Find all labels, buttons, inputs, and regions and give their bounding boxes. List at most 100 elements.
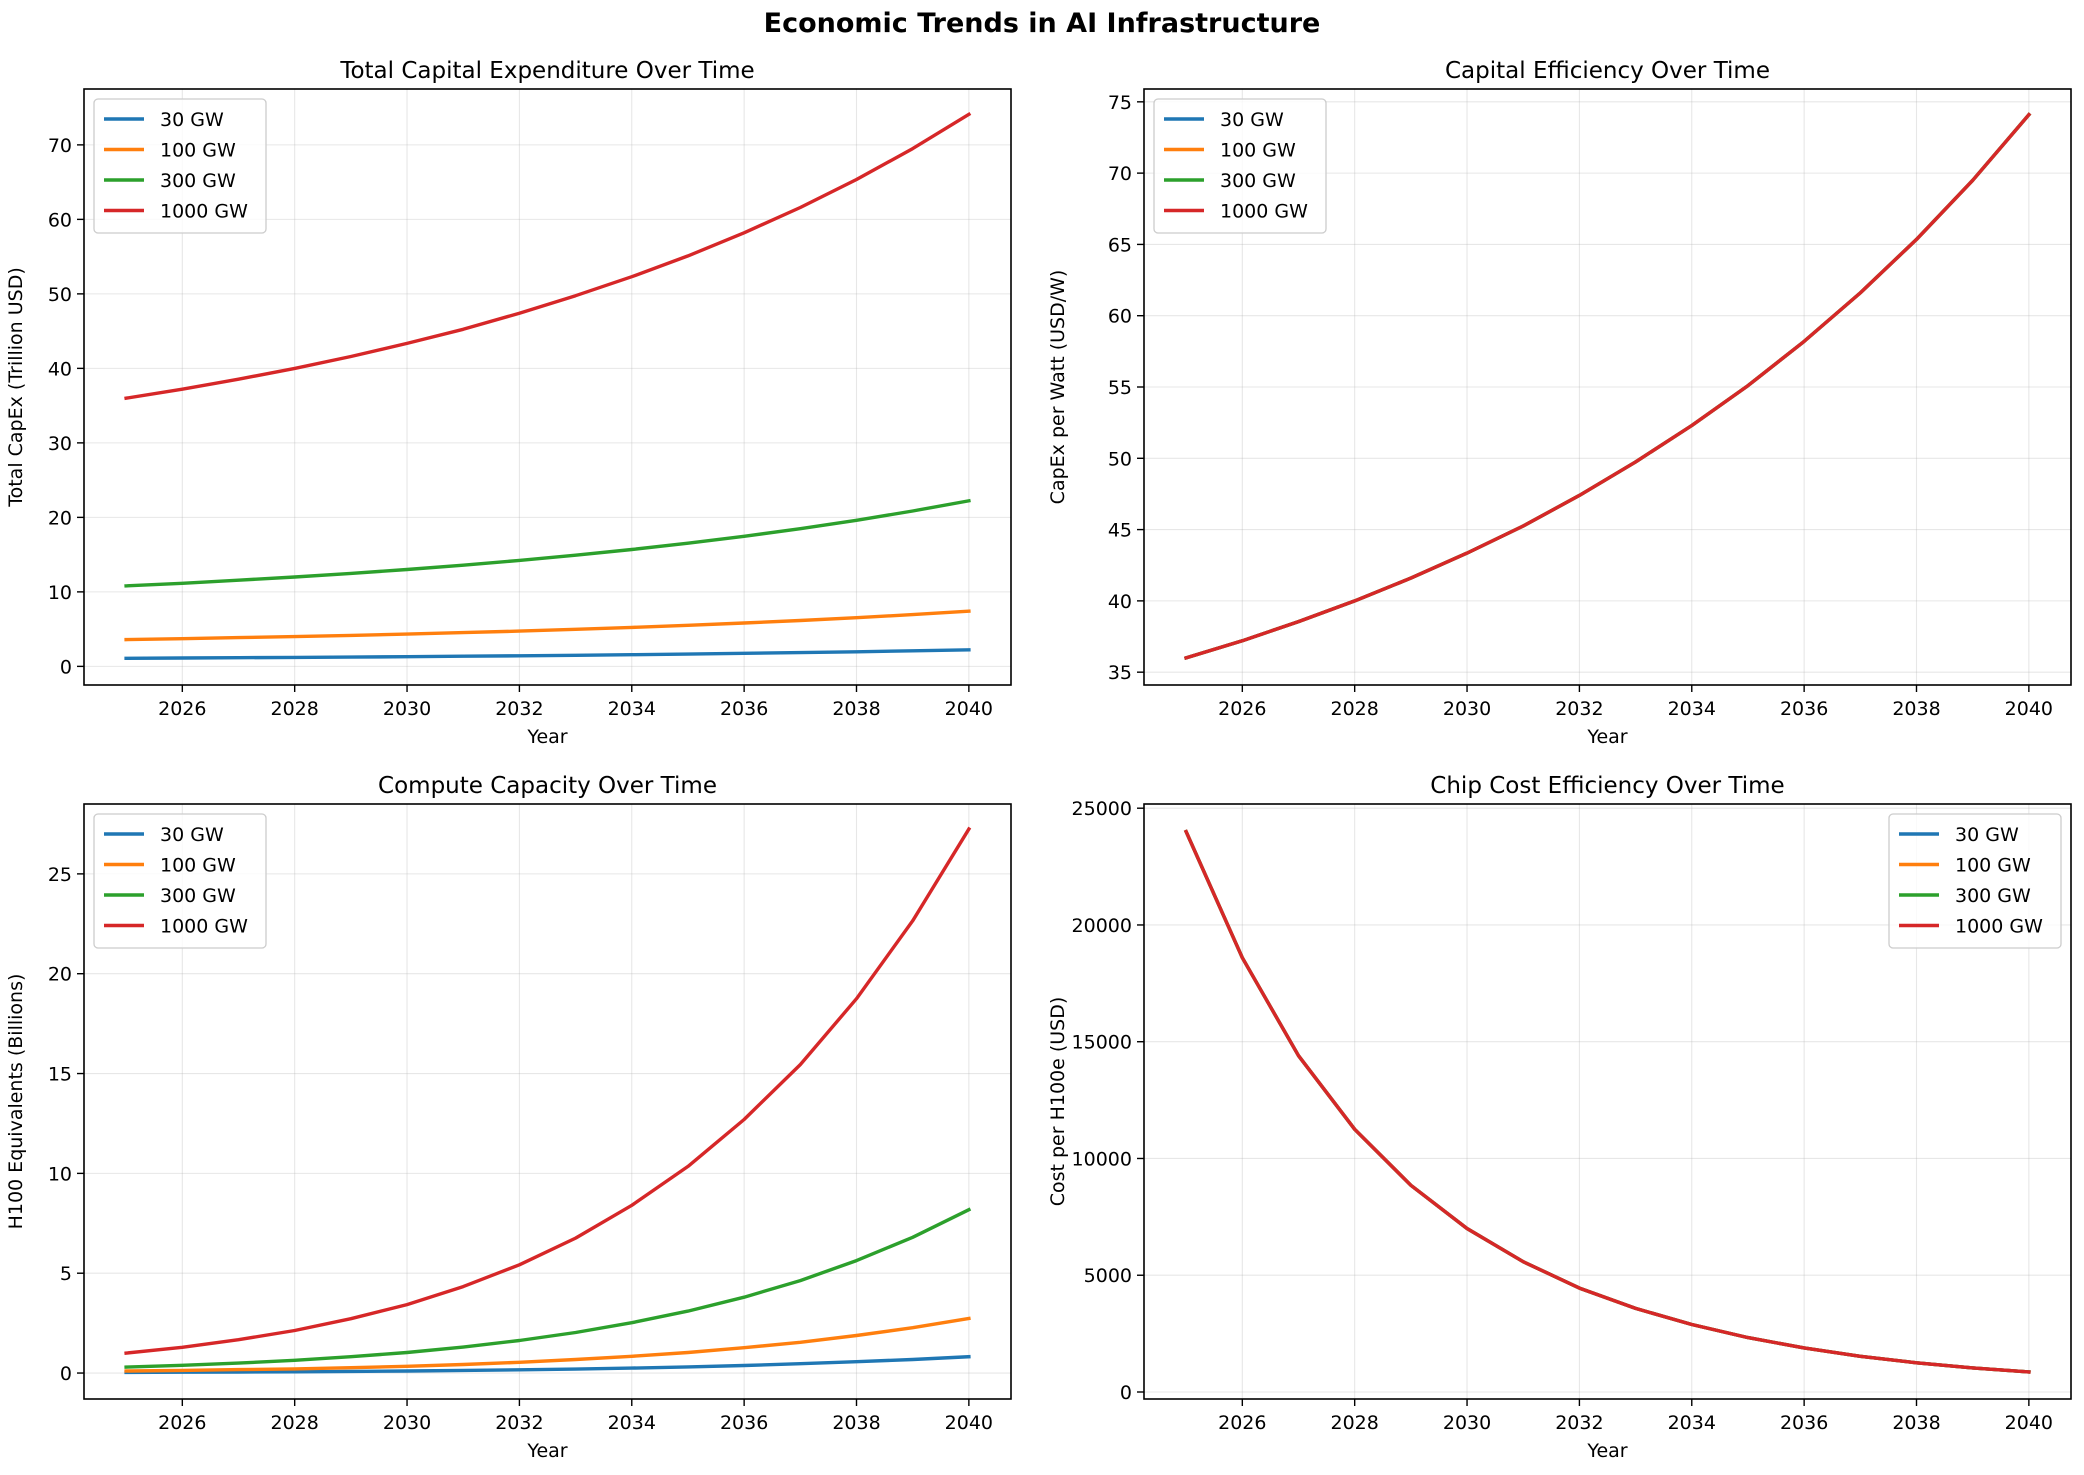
y-tick-label: 60 (48, 209, 72, 231)
legend-label-300-gw: 300 GW (160, 885, 236, 907)
y-tick-label: 45 (1108, 520, 1132, 542)
x-tick-label: 2026 (1218, 698, 1266, 720)
legend-box (93, 813, 267, 949)
legend: 30 GW 100 GW 300 GW 1000 GW (1153, 98, 1327, 234)
x-tick-label: 2030 (383, 1412, 431, 1434)
axes-frame (83, 88, 1012, 686)
x-tick-label: 2034 (1668, 698, 1716, 720)
y-tick-label: 30 (48, 433, 72, 455)
series-line-1000-gw (124, 826, 972, 1355)
series-line-30-gw (124, 648, 971, 661)
y-axis-label: Cost per H100e (USD) (1047, 997, 1069, 1207)
x-tick-label: 2028 (271, 1412, 319, 1434)
x-tick-label: 2028 (1331, 1412, 1379, 1434)
legend-label-30-gw: 30 GW (160, 109, 224, 131)
x-tick-label: 2034 (608, 1412, 656, 1434)
legend: 30 GW 100 GW 300 GW 1000 GW (1888, 813, 2062, 949)
chart-1: 2026 2028 2030 2032 2034 2036 2038 204001020304… (5, 58, 1012, 748)
legend-label-30-gw: 30 GW (1220, 109, 1284, 131)
y-tick-label: 40 (1108, 591, 1132, 613)
legend-label-300-gw: 300 GW (1220, 170, 1296, 192)
series-line-300-gw (124, 1207, 972, 1369)
x-tick-label: 2040 (945, 698, 993, 720)
x-tick-label: 2026 (158, 698, 206, 720)
x-tick-label: 2038 (1892, 698, 1940, 720)
x-axis-label: Year (1586, 1440, 1627, 1462)
x-tick-label: 2036 (720, 1412, 768, 1434)
series-line-1000-gw (1183, 829, 2031, 1374)
legend-label-100-gw: 100 GW (1955, 855, 2031, 877)
x-axis-label: Year (1586, 726, 1627, 748)
y-tick-label: 65 (1108, 234, 1132, 256)
y-axis-label: H100 Equivalents (Billions) (5, 974, 27, 1230)
y-tick-label: 20 (48, 507, 72, 529)
x-tick-label: 2040 (945, 1412, 993, 1434)
y-tick-label: 70 (48, 135, 72, 157)
legend-label-30-gw: 30 GW (160, 824, 224, 846)
legend-box (93, 98, 267, 234)
y-tick-label: 35 (1108, 662, 1132, 684)
chart-3: 2026 2028 2030 2032 2034 2036 2038 2040 0 5 10 15 20… (5, 773, 1012, 1462)
x-tick-label: 2034 (608, 698, 656, 720)
series-line-300-gw (124, 498, 971, 588)
legend: 30 GW 100 GW 300 GW 1000 GW (93, 98, 267, 234)
legend: 30 GW 100 GW 300 GW 1000 GW (93, 813, 267, 949)
legend-box (1153, 98, 1327, 234)
x-tick-label: 2032 (1555, 698, 1603, 720)
chart-title: Total Capital Expenditure Over Time (339, 58, 754, 84)
x-tick-label: 2038 (832, 1412, 880, 1434)
y-axis-label: CapEx per Watt (USD/W) (1047, 270, 1069, 505)
y-tick-label: 50 (48, 284, 72, 306)
y-axis-label: Total CapEx (Trillion USD) (5, 267, 27, 508)
x-axis-label: Year (526, 726, 567, 748)
x-tick-label: 2030 (383, 698, 431, 720)
chart-2: 2026 2028 2030 2032 2034 2036 2038 2040 35 40 45 50… (1047, 58, 2072, 748)
x-axis-label: Year (526, 1440, 567, 1462)
legend-label-1000-gw: 1000 GW (160, 201, 248, 223)
legend-label-1000-gw: 1000 GW (160, 916, 248, 938)
series-line-1000-gw (124, 111, 972, 401)
y-tick-label: 0 (1120, 1382, 1132, 1404)
legend-label-300-gw: 300 GW (1955, 885, 2031, 907)
series-line-100-gw (124, 1316, 971, 1373)
x-tick-label: 2040 (2005, 1412, 2053, 1434)
x-tick-label: 2036 (720, 698, 768, 720)
x-tick-label: 2028 (271, 698, 319, 720)
x-tick-label: 2036 (1780, 698, 1828, 720)
x-tick-label: 2032 (495, 1412, 543, 1434)
y-tick-label: 15000 (1072, 1032, 1132, 1054)
chart-title: Chip Cost Efficiency Over Time (1430, 773, 1784, 799)
legend-label-300-gw: 300 GW (160, 170, 236, 192)
axes-frame (1143, 803, 2072, 1400)
legend-label-1000-gw: 1000 GW (1220, 201, 1308, 223)
x-tick-label: 2034 (1668, 1412, 1716, 1434)
y-tick-label: 10000 (1072, 1148, 1132, 1170)
y-tick-label: 50 (1108, 448, 1132, 470)
y-tick-label: 10 (48, 582, 72, 604)
y-tick-label: 40 (48, 358, 72, 380)
x-tick-label: 2026 (158, 1412, 206, 1434)
chart-4: 2026 2028 2030 2032 2034 2036 2038 2040 0 5000 100… (1047, 773, 2072, 1462)
x-tick-label: 2028 (1331, 698, 1379, 720)
axes-frame (83, 803, 1012, 1400)
x-tick-label: 2040 (2005, 698, 2053, 720)
y-tick-label: 60 (1108, 306, 1132, 328)
x-tick-label: 2032 (1555, 1412, 1603, 1434)
y-tick-label: 0 (60, 656, 72, 678)
x-tick-label: 2030 (1443, 698, 1491, 720)
chart-title: Compute Capacity Over Time (378, 773, 717, 799)
y-tick-label: 25000 (1072, 798, 1132, 820)
x-tick-label: 2026 (1218, 1412, 1266, 1434)
x-tick-label: 2038 (1892, 1412, 1940, 1434)
y-tick-label: 70 (1108, 163, 1132, 185)
legend-label-100-gw: 100 GW (1220, 140, 1296, 162)
legend-label-100-gw: 100 GW (160, 855, 236, 877)
legend-label-1000-gw: 1000 GW (1955, 916, 2043, 938)
x-tick-label: 2038 (832, 698, 880, 720)
legend-box (1888, 813, 2062, 949)
series-line-100-gw (124, 609, 971, 642)
x-tick-label: 2036 (1780, 1412, 1828, 1434)
y-tick-label: 15 (48, 1064, 72, 1086)
